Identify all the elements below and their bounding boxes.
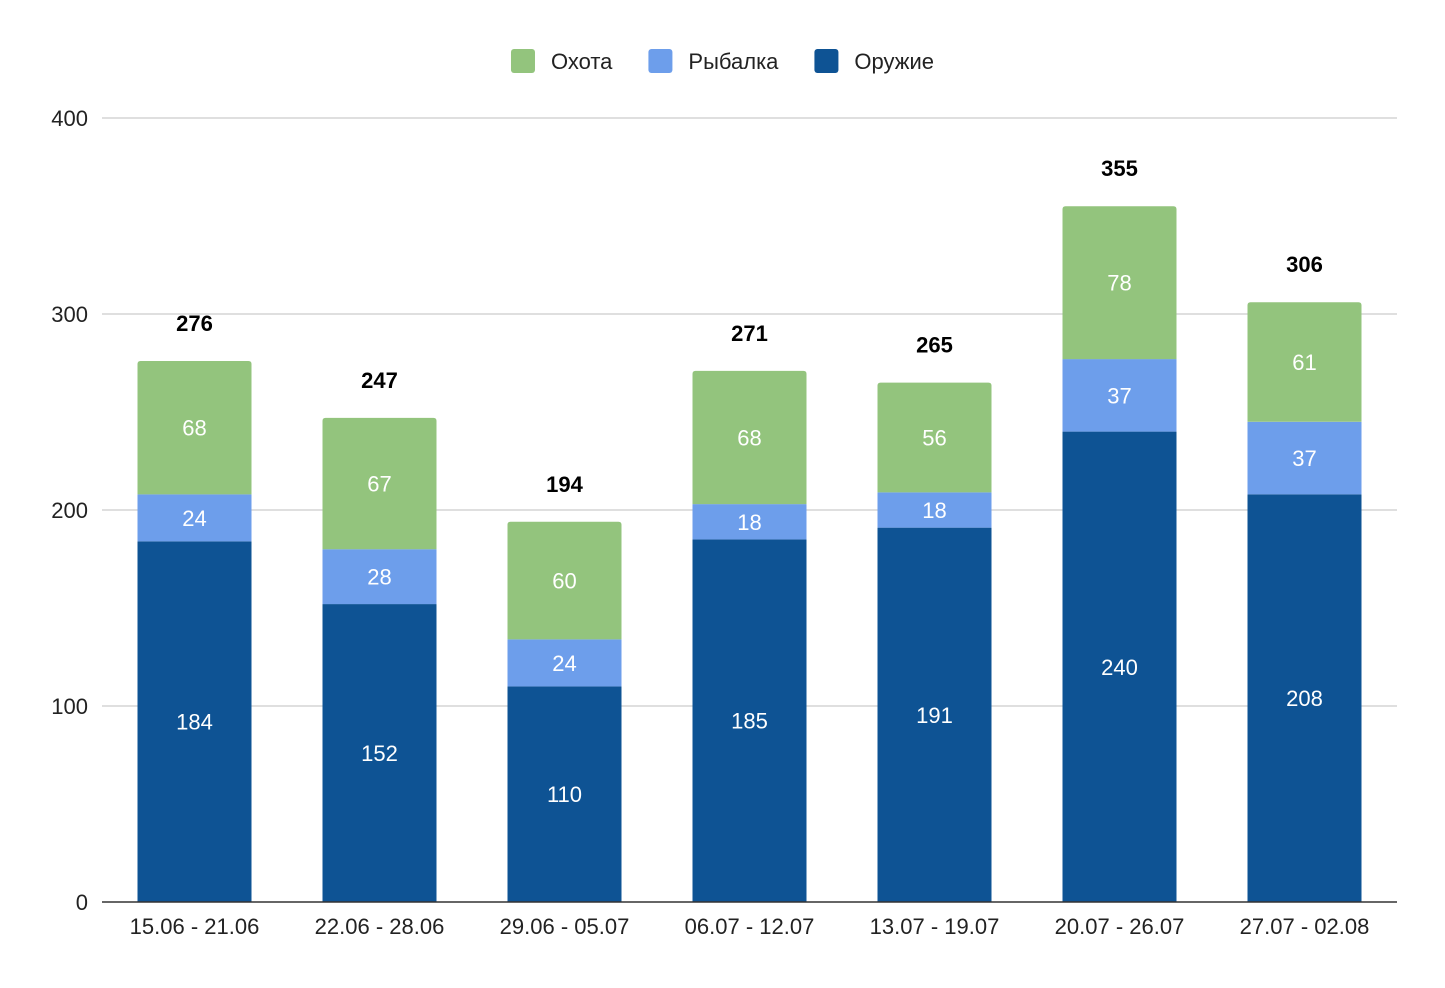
bar-segment-weapons (507, 686, 622, 902)
x-tick-label: 20.07 - 26.07 (1055, 914, 1185, 939)
data-label-weapons: 208 (1286, 686, 1323, 711)
bar-segment-weapons (1247, 494, 1362, 902)
bar-segment-weapons (877, 527, 992, 902)
total-label: 194 (546, 472, 583, 497)
data-label-hunting: 78 (1107, 271, 1131, 296)
x-tick-label: 15.06 - 21.06 (130, 914, 260, 939)
bars: 184 24 68 276 152 28 67 247 110 24 60 194 185 18 68 271… (137, 156, 1362, 902)
total-label: 271 (731, 321, 768, 346)
bar-segment-weapons (322, 604, 437, 902)
bar-segment-fishing (322, 549, 437, 605)
legend-swatch-fishing (648, 49, 673, 73)
data-label-fishing: 28 (367, 565, 391, 590)
data-label-hunting: 56 (922, 425, 946, 450)
data-label-hunting: 68 (737, 425, 761, 450)
data-label-fishing: 24 (552, 651, 576, 676)
y-tick-label: 0 (76, 890, 88, 915)
bar-segment-hunting (1247, 302, 1362, 422)
legend: Охота Рыбалка Оружие (510, 49, 934, 74)
data-label-weapons: 152 (361, 741, 398, 766)
bar-segment-hunting (1062, 206, 1177, 360)
data-label-hunting: 67 (367, 472, 391, 497)
legend-label-fishing: Рыбалка (688, 49, 779, 74)
bar-stack: 191 18 56 265 (877, 333, 992, 902)
x-tick-label: 13.07 - 19.07 (870, 914, 1000, 939)
legend-item-hunting: Охота (510, 49, 613, 74)
legend-swatch-weapons (814, 49, 839, 73)
bar-stack: 208 37 61 306 (1247, 252, 1362, 902)
data-label-hunting: 61 (1292, 350, 1316, 375)
bar-segment-fishing (507, 639, 622, 687)
y-axis-ticks: 0 100 200 300 400 (51, 106, 88, 915)
total-label: 306 (1286, 252, 1323, 277)
data-label-hunting: 68 (182, 416, 206, 441)
bar-segment-weapons (1062, 431, 1177, 902)
bar-segment-hunting (877, 382, 992, 493)
legend-label-hunting: Охота (551, 49, 613, 74)
bar-segment-fishing (877, 492, 992, 528)
x-tick-label: 06.07 - 12.07 (685, 914, 815, 939)
total-label: 276 (176, 311, 213, 336)
bar-segment-fishing (692, 504, 807, 540)
bar-segment-hunting (692, 370, 807, 505)
data-label-weapons: 191 (916, 703, 953, 728)
legend-item-fishing: Рыбалка (648, 49, 779, 74)
data-label-hunting: 60 (552, 569, 576, 594)
legend-swatch-hunting (510, 49, 535, 73)
data-label-fishing: 18 (922, 498, 946, 523)
total-label: 265 (916, 333, 953, 358)
bar-stack: 240 37 78 355 (1062, 156, 1177, 902)
y-tick-label: 100 (51, 694, 88, 719)
bar-segment-weapons (692, 539, 807, 902)
legend-item-weapons: Оружие (814, 49, 934, 74)
bar-segment-fishing (1247, 421, 1362, 495)
bar-stack: 185 18 68 271 (692, 321, 807, 902)
x-tick-label: 29.06 - 05.07 (500, 914, 630, 939)
bar-stack: 184 24 68 276 (137, 311, 252, 902)
data-label-fishing: 37 (1292, 446, 1316, 471)
bar-stack: 110 24 60 194 (507, 472, 622, 902)
bar-segment-fishing (1062, 359, 1177, 432)
bar-segment-weapons (137, 541, 252, 902)
data-label-weapons: 110 (547, 782, 582, 807)
legend-label-weapons: Оружие (854, 49, 934, 74)
bar-segment-fishing (137, 494, 252, 542)
bar-segment-hunting (137, 361, 252, 495)
x-tick-label: 22.06 - 28.06 (315, 914, 445, 939)
bar-stack: 152 28 67 247 (322, 368, 437, 902)
data-label-weapons: 185 (731, 709, 768, 734)
data-label-fishing: 37 (1107, 383, 1131, 408)
bar-segment-hunting (507, 521, 622, 640)
total-label: 247 (361, 368, 398, 393)
total-label: 355 (1101, 156, 1138, 181)
x-axis-ticks: 15.06 - 21.06 22.06 - 28.06 29.06 - 05.07 0… (130, 914, 1370, 939)
bar-segment-hunting (322, 417, 437, 550)
x-tick-label: 27.07 - 02.08 (1240, 914, 1370, 939)
data-label-fishing: 18 (737, 510, 761, 535)
data-label-weapons: 184 (176, 710, 213, 735)
y-tick-label: 400 (51, 106, 88, 131)
y-tick-label: 300 (51, 302, 88, 327)
data-label-weapons: 240 (1101, 655, 1138, 680)
data-label-fishing: 24 (182, 506, 206, 531)
y-tick-label: 200 (51, 498, 88, 523)
